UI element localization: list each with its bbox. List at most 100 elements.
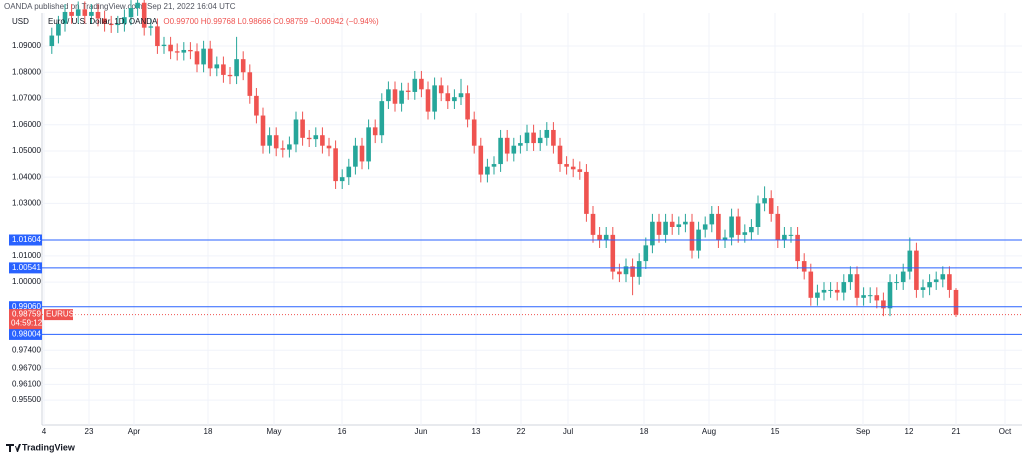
candle-body [432,85,437,112]
candle-body [643,245,649,262]
candle-body [617,271,622,275]
candle-body [75,9,81,16]
candle-body [148,26,154,28]
x-tick-label: Sep [856,427,871,436]
candle-body [947,274,952,290]
candle-body [300,119,305,138]
candle-body [544,129,550,138]
symbol-tag [44,309,73,321]
candle-body [907,250,913,272]
candle-body [782,234,787,241]
candle-body [927,282,932,288]
candle-body [168,44,173,52]
candle-body [306,137,312,140]
candle-body [531,132,536,144]
candle-body [49,35,55,47]
candle-body [683,221,688,225]
candle-body [623,266,629,275]
legend-title: Euro / U.S. Dollar, 1D, OANDA [48,17,158,26]
candle-body [366,127,371,162]
candle-body [551,129,556,146]
level-tag [9,328,42,340]
x-tick-label: May [266,427,281,436]
candle-body [405,90,411,92]
level-label: 0.99060 [12,302,41,311]
candle-body [313,135,319,140]
candle-body [590,213,596,235]
level-tag [9,262,42,274]
candle-body [709,213,715,225]
candle-body [735,216,741,235]
overlay: 1.01604 1.00541 0.99060 0.98004 0.9875904:59… [9,234,1022,340]
candle-body [504,137,510,154]
candle-body [174,51,180,53]
x-tick-label: 12 [905,427,914,436]
candle-body [260,115,266,146]
y-tick-label: 1.01000 [12,251,41,260]
candle-body [326,145,332,149]
candle-body [498,137,503,165]
level-tag [9,234,42,246]
candle-body [650,221,655,246]
candle-body [95,11,101,19]
level-label: 1.00541 [12,263,41,272]
candle-body [465,93,470,120]
candle-body [399,90,404,104]
candle-body [359,145,365,162]
level-label: 1.01604 [12,235,41,244]
candle-body [412,78,418,92]
candle-body [141,2,147,28]
candle-body [570,166,576,170]
candle-body [155,26,160,47]
candle-body [887,282,893,309]
candle-body [267,135,272,146]
candle-body [841,282,847,293]
candle-body [900,271,906,283]
countdown: 04:59:12 [11,319,43,328]
candle-body [108,23,114,26]
candle-body [293,119,299,145]
candle-body [89,11,94,16]
candle-body [762,198,767,204]
candle-body [458,93,464,98]
last-price-tag [9,309,42,330]
candle-body [584,171,589,214]
x-tick-label: Jun [415,427,428,436]
candle-body [438,85,444,94]
candle-body [848,274,853,283]
candle-body [115,23,121,26]
x-tick-label: Apr [128,427,141,436]
x-tick-label: 4 [42,427,47,436]
candle-body [247,72,253,96]
candle-body [511,145,517,154]
candle-body [669,221,675,227]
candle-body [564,164,569,167]
candle-body [801,261,807,272]
candle-body [630,266,635,277]
candle-body [689,221,695,251]
candle-body [207,48,213,69]
candle-body [102,18,107,24]
candle-body [287,144,292,150]
candle-body [920,287,926,290]
x-tick-label: 18 [204,427,213,436]
y-tick-label: 1.08000 [12,67,41,76]
currency: USD [12,17,29,26]
x-tick-label: Jul [563,427,573,436]
candle-body [610,234,616,272]
candle-body [894,282,899,284]
candle-body [122,17,127,24]
x-tick-label: 13 [472,427,481,436]
candle-body [353,145,358,167]
candle-body [221,64,226,75]
x-tick-label: 23 [85,427,94,436]
candle-body [914,250,919,290]
candle-body [768,198,774,214]
candle-body [788,234,794,236]
y-tick-label: 1.04000 [12,172,41,181]
candle-body [69,11,74,16]
candle-body [933,279,939,283]
x-tick-label: 18 [640,427,649,436]
legend-values: O0.99700 H0.99768 L0.98666 C0.98759 −0.0… [163,17,379,26]
candles [49,0,959,318]
